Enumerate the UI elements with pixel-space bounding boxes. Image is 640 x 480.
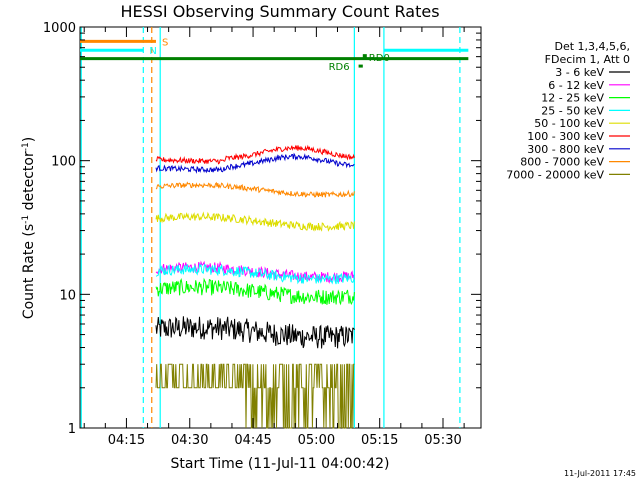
series-group bbox=[155, 144, 355, 429]
y-tick-label: 10 bbox=[59, 288, 76, 303]
legend-entry: 800 - 7000 keV bbox=[520, 156, 604, 169]
legend-entry: 3 - 6 keV bbox=[555, 66, 604, 79]
x-tick-label: 04:30 bbox=[171, 433, 208, 448]
y-tick-label: 1 bbox=[68, 422, 76, 437]
axis-ticks: 1 10 100 1000 04:15 04:30 04:45 05:00 05:15 05:30 bbox=[43, 21, 481, 448]
legend-header: Det 1,3,4,5,6, bbox=[554, 40, 630, 53]
y-tick-label: 100 bbox=[51, 155, 76, 170]
legend-entry: 25 - 50 keV bbox=[541, 104, 604, 117]
vertical-markers bbox=[80, 27, 461, 428]
y-axis-label-sup1: -1 bbox=[21, 215, 31, 224]
date-stamp: 11-Jul-2011 17:45 bbox=[564, 469, 636, 478]
flag-bars: SN RD6 RD0 bbox=[80, 37, 469, 73]
x-tick-label: 04:15 bbox=[108, 433, 145, 448]
flag-label: N bbox=[149, 46, 156, 57]
flag-label: S bbox=[162, 37, 168, 48]
y-axis-label-main: Count Rate (s bbox=[21, 224, 37, 319]
plot-frame bbox=[79, 26, 482, 429]
series-line bbox=[155, 144, 355, 165]
x-axis-label: Start Time (11-Jul-11 04:00:42) bbox=[170, 456, 389, 472]
legend: Det 1,3,4,5,6,FDecim 1, Att 03 - 6 keV6 … bbox=[506, 40, 630, 181]
flag-label: RD0 bbox=[369, 53, 390, 64]
x-tick-label: 04:45 bbox=[234, 433, 271, 448]
series-line bbox=[155, 211, 355, 232]
legend-entry: 6 - 12 keV bbox=[548, 79, 604, 92]
legend-entry: 12 - 25 keV bbox=[541, 92, 604, 105]
series-line bbox=[155, 277, 355, 306]
y-axis-label-sup2: -1 bbox=[21, 142, 31, 151]
legend-entry: 7000 - 20000 keV bbox=[506, 168, 604, 181]
y-axis-label-end: ) bbox=[21, 137, 37, 142]
flag-label: RD6 bbox=[329, 62, 350, 73]
flag-mark bbox=[362, 54, 367, 59]
legend-entry: 50 - 100 keV bbox=[534, 117, 604, 130]
legend-entry: 100 - 300 keV bbox=[527, 130, 604, 143]
series-line bbox=[155, 316, 355, 349]
series-line bbox=[155, 181, 355, 198]
series-line bbox=[155, 152, 355, 174]
y-tick-label: 1000 bbox=[43, 21, 76, 36]
legend-entry: 300 - 800 keV bbox=[527, 143, 604, 156]
x-tick-label: 05:00 bbox=[298, 433, 335, 448]
y-axis-label: Count Rate (s-1 detector-1) bbox=[21, 137, 37, 319]
chart-title: HESSI Observing Summary Count Rates bbox=[120, 2, 439, 21]
x-tick-label: 05:15 bbox=[361, 433, 398, 448]
legend-header: FDecim 1, Att 0 bbox=[545, 53, 630, 66]
y-axis-label-mid: detector bbox=[21, 151, 37, 215]
series-line bbox=[155, 262, 355, 285]
x-tick-label: 05:30 bbox=[424, 433, 461, 448]
series-line bbox=[155, 363, 355, 429]
